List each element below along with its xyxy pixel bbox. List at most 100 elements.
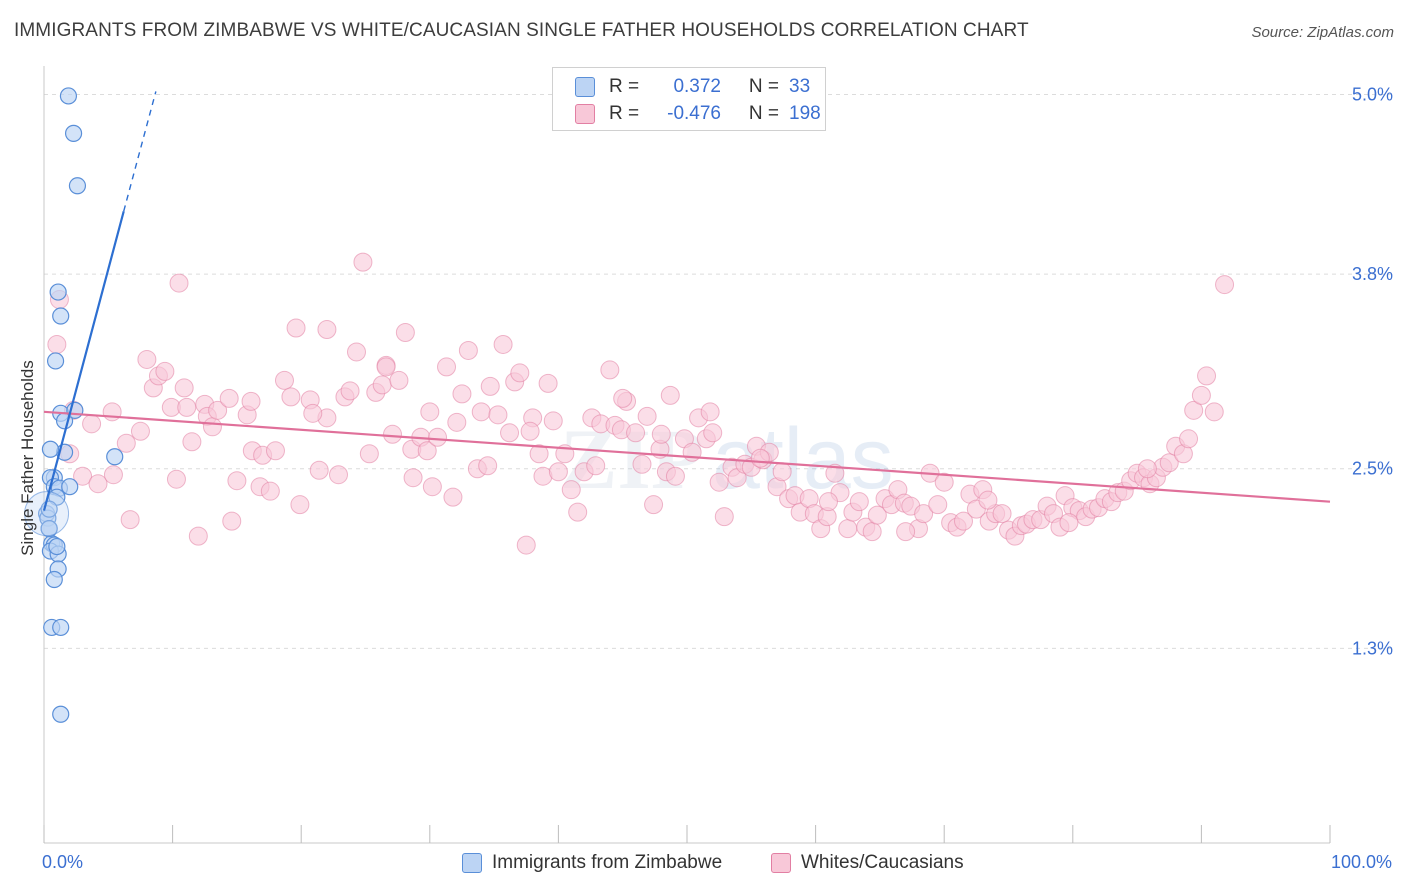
data-point-zimbabwe xyxy=(64,124,83,142)
data-point-whites xyxy=(493,334,513,354)
chart-title: IMMIGRANTS FROM ZIMBABWE VS WHITE/CAUCAS… xyxy=(14,20,1029,41)
data-point-whites xyxy=(182,432,202,452)
data-point-zimbabwe xyxy=(24,491,70,537)
data-point-whites xyxy=(389,370,409,390)
legend-item-whites[interactable]: Whites/Caucasians xyxy=(771,852,964,874)
data-point-whites xyxy=(1191,385,1211,405)
data-point-whites xyxy=(520,421,540,441)
data-point-whites xyxy=(637,406,657,426)
legend-label-whites: Whites/Caucasians xyxy=(801,852,964,873)
data-point-whites xyxy=(1184,400,1204,420)
data-point-whites xyxy=(188,526,208,546)
blue-swatch-icon xyxy=(462,853,482,873)
y-tick-label: 1.3% xyxy=(1352,638,1393,658)
data-point-whites xyxy=(241,391,261,411)
trend-line-whites xyxy=(43,410,1331,503)
data-point-whites xyxy=(709,472,729,492)
data-point-whites xyxy=(202,417,222,437)
data-point-whites xyxy=(428,427,448,447)
data-point-zimbabwe xyxy=(46,352,65,370)
data-point-whites xyxy=(825,463,845,483)
r-value: 0.372 xyxy=(673,76,721,97)
data-point-whites xyxy=(286,318,306,338)
data-point-zimbabwe xyxy=(106,448,124,466)
data-point-whites xyxy=(660,385,680,405)
x-tick-label-min: 0.0% xyxy=(42,852,84,872)
data-point-zimbabwe xyxy=(49,283,67,301)
y-tick-labels: 1.3% 2.5% 3.8% 5.0% xyxy=(1352,84,1393,658)
data-point-whites xyxy=(953,511,973,531)
data-point-whites xyxy=(137,349,157,369)
correlation-stats-box: R = 0.372 N = 33 R = -0.476 N = 198 xyxy=(552,67,826,131)
data-point-whites xyxy=(529,444,549,464)
data-point-whites xyxy=(862,522,882,542)
data-point-whites xyxy=(422,477,442,497)
data-point-whites xyxy=(538,373,558,393)
data-point-zimbabwe xyxy=(48,537,66,556)
data-point-whites xyxy=(447,412,467,432)
data-point-whites xyxy=(632,454,652,474)
data-point-zimbabwe xyxy=(68,177,87,195)
data-point-whites xyxy=(1179,429,1199,449)
data-point-whites xyxy=(849,492,869,512)
y-tick-label: 3.8% xyxy=(1352,264,1393,284)
data-point-whites xyxy=(772,462,792,482)
data-point-whites xyxy=(458,340,478,360)
data-point-whites xyxy=(568,502,588,522)
data-point-zimbabwe xyxy=(61,478,79,496)
data-point-whites xyxy=(174,378,194,398)
n-label: N = xyxy=(748,103,779,124)
data-point-zimbabwe xyxy=(59,87,78,105)
data-point-whites xyxy=(561,480,581,500)
data-point-whites xyxy=(818,492,838,512)
data-point-whites xyxy=(353,252,373,272)
data-point-whites xyxy=(703,423,723,443)
data-point-whites xyxy=(417,441,437,461)
data-point-zimbabwe xyxy=(41,440,60,458)
data-point-whites xyxy=(346,342,366,362)
data-point-whites xyxy=(1204,402,1224,422)
trend-line-zimbabwe xyxy=(42,210,125,511)
data-point-whites xyxy=(992,504,1012,524)
legend: Immigrants from Zimbabwe Whites/Caucasia… xyxy=(0,852,1406,878)
data-point-whites xyxy=(626,423,646,443)
y-axis-label: Single Father Households xyxy=(18,360,37,556)
data-point-whites xyxy=(665,466,685,486)
data-point-whites xyxy=(1137,459,1157,479)
data-point-whites xyxy=(543,411,563,431)
data-point-whites xyxy=(488,405,508,425)
data-point-whites xyxy=(130,421,150,441)
data-point-whites xyxy=(260,481,280,501)
data-point-whites xyxy=(1197,366,1217,386)
data-point-whites xyxy=(116,433,136,453)
data-point-whites xyxy=(328,465,348,485)
data-point-whites xyxy=(500,423,520,443)
data-point-whites xyxy=(600,360,620,380)
data-point-whites xyxy=(480,376,500,396)
data-point-whites xyxy=(120,510,140,530)
data-point-whites xyxy=(359,444,379,464)
data-point-whites xyxy=(88,474,108,494)
data-point-whites xyxy=(838,519,858,539)
data-point-whites xyxy=(403,468,423,488)
data-point-whites xyxy=(265,441,285,461)
data-point-whites xyxy=(651,424,671,444)
data-point-whites xyxy=(383,424,403,444)
data-point-whites xyxy=(274,370,294,390)
data-point-whites xyxy=(914,504,934,524)
data-point-whites xyxy=(317,319,337,339)
legend-item-zimbabwe[interactable]: Immigrants from Zimbabwe xyxy=(462,852,722,874)
data-point-whites xyxy=(395,322,415,342)
data-point-whites xyxy=(47,334,67,354)
data-point-whites xyxy=(309,460,329,480)
data-point-whites xyxy=(700,402,720,422)
data-point-whites xyxy=(1159,453,1179,473)
data-point-whites xyxy=(452,384,472,404)
data-point-whites xyxy=(928,495,948,515)
data-point-whites xyxy=(516,535,536,555)
legend-label-zimbabwe: Immigrants from Zimbabwe xyxy=(492,852,723,873)
data-point-whites xyxy=(222,511,242,531)
y-tick-label: 5.0% xyxy=(1352,84,1393,104)
data-point-whites xyxy=(219,388,239,408)
